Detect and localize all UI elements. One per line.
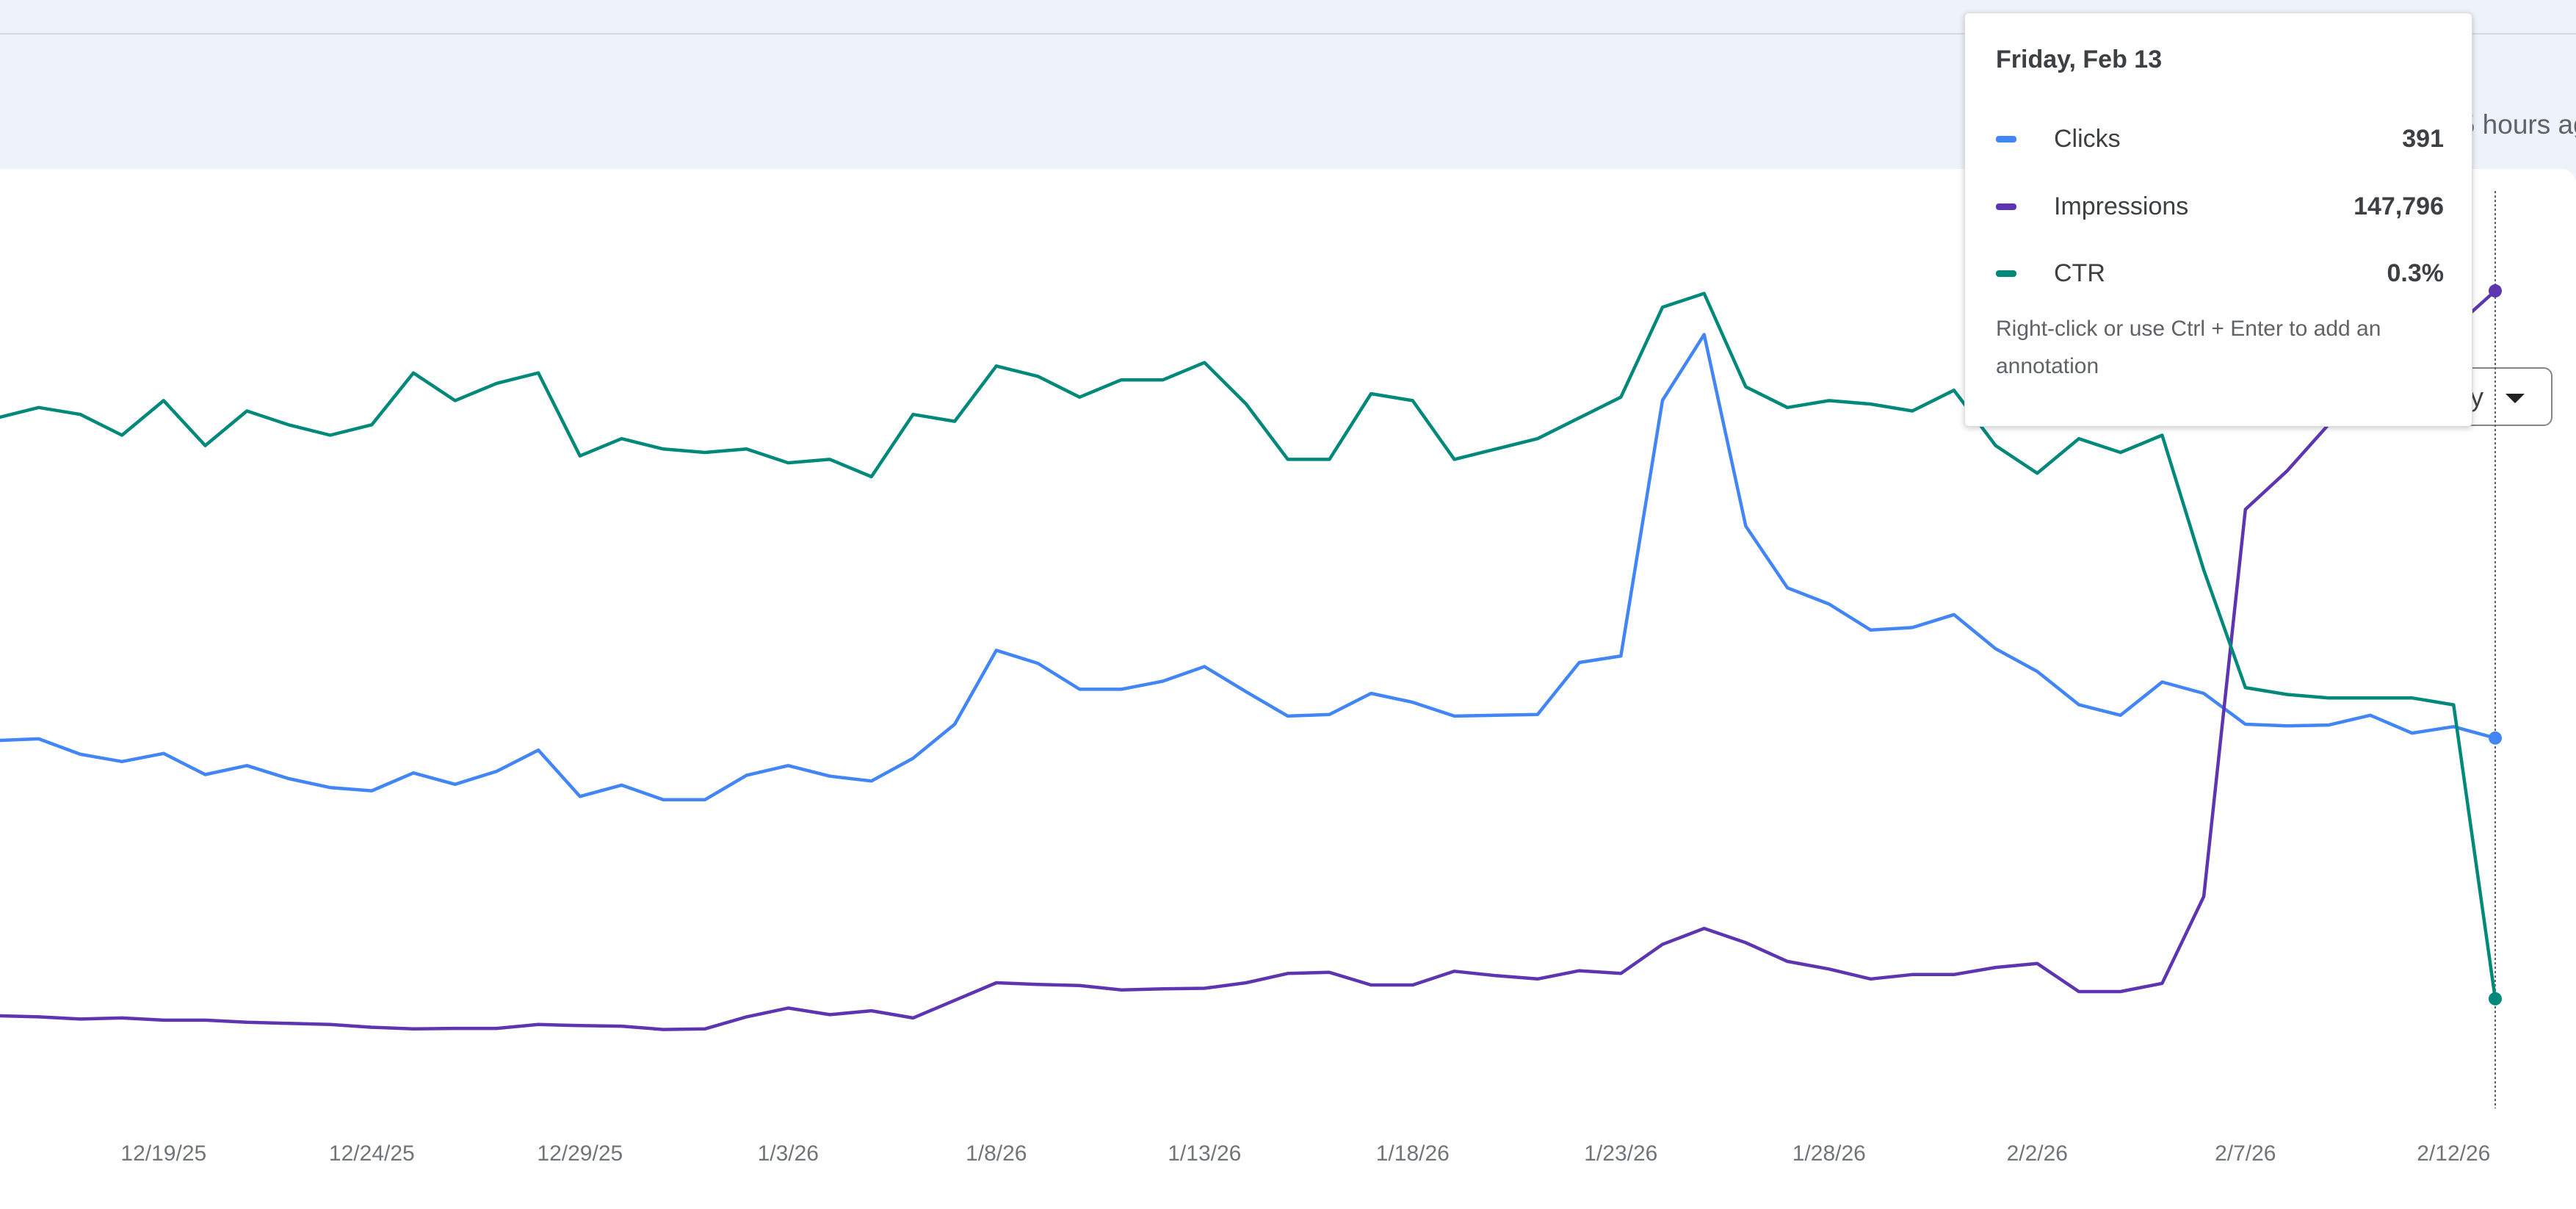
tooltip-metric-name: Impressions [2054, 192, 2189, 220]
tooltip-metric-name: CTR [2054, 259, 2105, 287]
x-axis-tick-label: 1/3/26 [758, 1141, 819, 1166]
tooltip-metric-value: 147,796 [2354, 192, 2444, 220]
x-axis-tick-label: 1/23/26 [1584, 1141, 1657, 1166]
x-axis-tick-label: 2/7/26 [2215, 1141, 2276, 1166]
x-axis-tick-label: 1/8/26 [966, 1141, 1027, 1166]
x-axis-tick-label: 1/18/26 [1376, 1141, 1450, 1166]
clicks-legend-swatch [1996, 136, 2016, 142]
impressions-hover-point [2489, 284, 2502, 298]
tooltip-row-clicks: Clicks 391 [1996, 121, 2444, 158]
x-axis-tick-label: 12/24/25 [329, 1141, 415, 1166]
impressions-legend-swatch [1996, 203, 2016, 210]
impressions-series-line [0, 289, 2497, 1031]
clicks-hover-point [2489, 731, 2502, 745]
x-axis-tick-label: 12/19/25 [120, 1141, 206, 1166]
x-axis-tick-label: 1/28/26 [1792, 1141, 1866, 1166]
ctr-series-line [0, 292, 2497, 1000]
tooltip-metric-value: 0.3% [2387, 259, 2445, 287]
ctr-hover-point [2489, 992, 2502, 1006]
dropdown-arrow-icon [2506, 394, 2525, 403]
chart-tooltip: Friday, Feb 13 Clicks 391 Impressions 14… [1964, 12, 2472, 427]
annotation-hint: Right-click or use Ctrl + Enter to add a… [1996, 317, 2381, 378]
performance-line-chart[interactable]: 12/19/25 12/24/25 12/29/25 1/3/26 1/8/26 1/13… [0, 169, 2576, 1209]
ctr-legend-swatch [1996, 270, 2016, 277]
x-axis-tick-label: 1/13/26 [1168, 1141, 1241, 1166]
clicks-series-line [0, 333, 2496, 802]
tooltip-metric-value: 391 [2402, 125, 2444, 153]
x-axis-tick-label: 12/29/25 [537, 1141, 623, 1166]
tooltip-row-ctr: CTR 0.3% [1996, 256, 2444, 292]
x-axis-tick-label: 2/12/26 [2417, 1141, 2490, 1166]
x-axis-tick-label: 2/2/26 [2007, 1141, 2068, 1166]
tooltip-metric-name: Clicks [2054, 125, 2121, 153]
tooltip-date: Friday, Feb 13 [1996, 46, 2163, 73]
tooltip-row-impressions: Impressions 147,796 [1996, 189, 2444, 225]
